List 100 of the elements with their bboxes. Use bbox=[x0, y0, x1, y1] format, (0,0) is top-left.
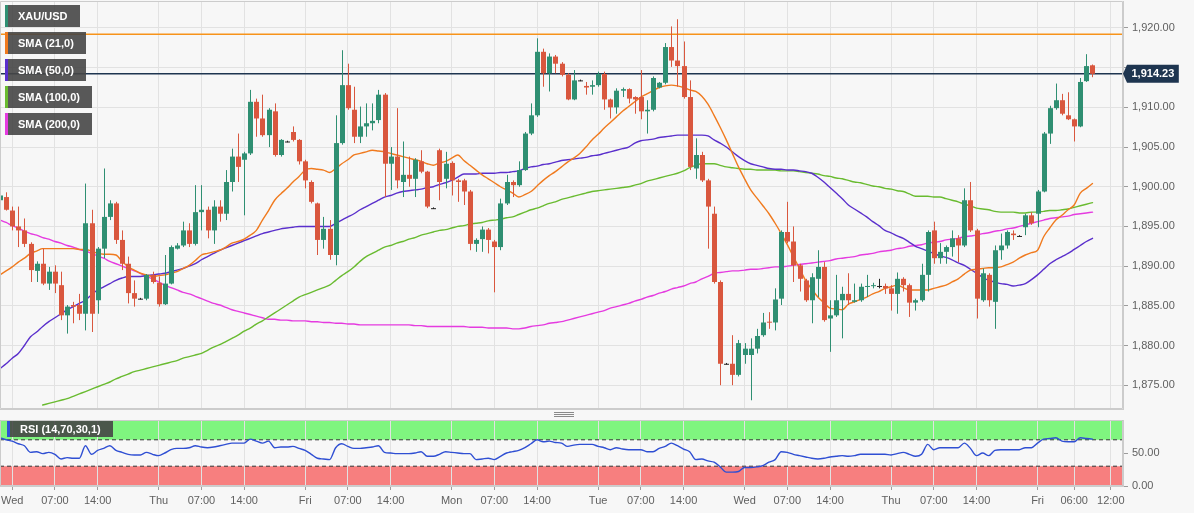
candlestick bbox=[144, 273, 149, 301]
candlestick bbox=[956, 234, 961, 263]
candlestick bbox=[865, 274, 870, 298]
candlestick bbox=[22, 217, 27, 248]
candlestick bbox=[53, 264, 58, 294]
y-tick-label: 1,900.00 bbox=[1132, 179, 1175, 192]
candlestick bbox=[938, 242, 943, 265]
candlestick bbox=[10, 206, 15, 231]
candlestick bbox=[120, 229, 125, 271]
candlestick bbox=[572, 69, 577, 101]
candlestick bbox=[212, 199, 217, 245]
candlestick bbox=[889, 284, 894, 312]
candlestick bbox=[132, 279, 137, 308]
y-tick-label: 1,905.00 bbox=[1132, 140, 1175, 153]
x-tick-label: 14:00 bbox=[230, 493, 258, 506]
candlestick bbox=[1072, 117, 1077, 142]
y-tick-label: 1,895.00 bbox=[1132, 219, 1175, 232]
candlestick bbox=[846, 272, 851, 306]
candlestick bbox=[840, 286, 845, 339]
candlestick bbox=[358, 106, 363, 144]
candlestick bbox=[755, 328, 760, 354]
y-tick-label: 1,920.00 bbox=[1132, 21, 1175, 34]
candlestick bbox=[1060, 93, 1065, 116]
candlestick bbox=[907, 283, 912, 318]
x-tick-label: 14:00 bbox=[962, 493, 991, 506]
candlestick bbox=[413, 157, 418, 198]
candlestick bbox=[187, 222, 192, 248]
x-tick-label: 14:00 bbox=[83, 493, 112, 506]
candlestick bbox=[16, 206, 21, 248]
candlestick bbox=[181, 221, 186, 248]
candlestick bbox=[486, 227, 491, 254]
candlestick bbox=[47, 266, 52, 291]
candlestick bbox=[401, 141, 406, 198]
candlestick bbox=[242, 151, 247, 216]
candlestick bbox=[505, 174, 510, 206]
candlestick bbox=[309, 179, 314, 204]
line-series bbox=[0, 437, 1094, 473]
candlestick bbox=[791, 225, 796, 283]
candlestick bbox=[480, 225, 485, 253]
candlestick bbox=[1005, 229, 1010, 250]
x-tick-label: 07:00 bbox=[187, 493, 216, 506]
x-tick-label: 07:00 bbox=[41, 493, 69, 506]
candlestick bbox=[419, 149, 424, 174]
candlestick bbox=[999, 233, 1004, 261]
candlestick bbox=[41, 248, 46, 286]
candlestick bbox=[767, 311, 772, 330]
candlestick bbox=[364, 102, 369, 138]
x-tick-label: Thu bbox=[881, 493, 901, 506]
candlestick bbox=[950, 229, 955, 258]
candlestick bbox=[785, 201, 790, 244]
legend-label: SMA (21,0) bbox=[5, 32, 86, 54]
y-tick-label: 1,910.00 bbox=[1132, 100, 1175, 113]
candlestick bbox=[407, 156, 412, 188]
candlestick bbox=[773, 287, 778, 331]
x-tick-label: 14:00 bbox=[523, 493, 551, 506]
y-tick-label: 1,885.00 bbox=[1132, 298, 1175, 311]
candlestick bbox=[804, 278, 809, 303]
x-tick-label: 07:00 bbox=[334, 493, 362, 506]
x-tick-label: Wed bbox=[1, 493, 24, 506]
candlestick bbox=[206, 206, 211, 239]
candlestick bbox=[254, 98, 259, 138]
candlestick bbox=[541, 48, 546, 88]
candlestick bbox=[669, 25, 674, 68]
candlestick bbox=[529, 102, 534, 136]
x-tick-label: Tue bbox=[588, 493, 608, 506]
x-tick-label: 07:00 bbox=[773, 493, 802, 506]
x-tick-label: 12:00 bbox=[1097, 493, 1125, 506]
candlestick bbox=[828, 299, 833, 353]
candlestick bbox=[1036, 189, 1041, 228]
candlestick bbox=[108, 199, 113, 221]
legend-label: SMA (50,0) bbox=[5, 59, 86, 81]
ref-line-label: 1,914.23 bbox=[1131, 67, 1175, 80]
x-tick-label: 07:00 bbox=[627, 493, 655, 506]
y-tick-label: 50.00 bbox=[1132, 446, 1160, 459]
x-tick-label: Thu bbox=[149, 493, 169, 506]
x-tick-label: Fri bbox=[298, 493, 312, 506]
candlestick bbox=[346, 63, 351, 111]
candlestick bbox=[1023, 213, 1028, 236]
candlestick bbox=[761, 312, 766, 338]
legend-label: SMA (200,0) bbox=[5, 113, 92, 135]
candlestick bbox=[895, 271, 900, 315]
candlestick bbox=[859, 283, 864, 303]
x-tick-label: 07:00 bbox=[480, 493, 509, 506]
candlestick bbox=[517, 160, 522, 188]
y-tick-label: 1,880.00 bbox=[1132, 338, 1175, 351]
legend-label: SMA (100,0) bbox=[5, 86, 92, 108]
candlestick bbox=[944, 244, 949, 265]
candlestick bbox=[694, 137, 699, 180]
x-tick-label: Wed bbox=[733, 493, 756, 506]
candlestick bbox=[852, 283, 857, 304]
candlestick bbox=[395, 107, 400, 189]
x-tick-label: 07:00 bbox=[920, 493, 948, 506]
candlestick bbox=[450, 160, 455, 196]
legend-label: XAU/USD bbox=[5, 5, 80, 27]
candlestick bbox=[547, 52, 552, 92]
candlestick bbox=[4, 191, 9, 212]
x-tick-label: 14:00 bbox=[816, 493, 844, 506]
candlestick bbox=[1084, 53, 1089, 83]
x-tick-label: 06:00 bbox=[1060, 493, 1088, 506]
line-series bbox=[0, 211, 1094, 330]
